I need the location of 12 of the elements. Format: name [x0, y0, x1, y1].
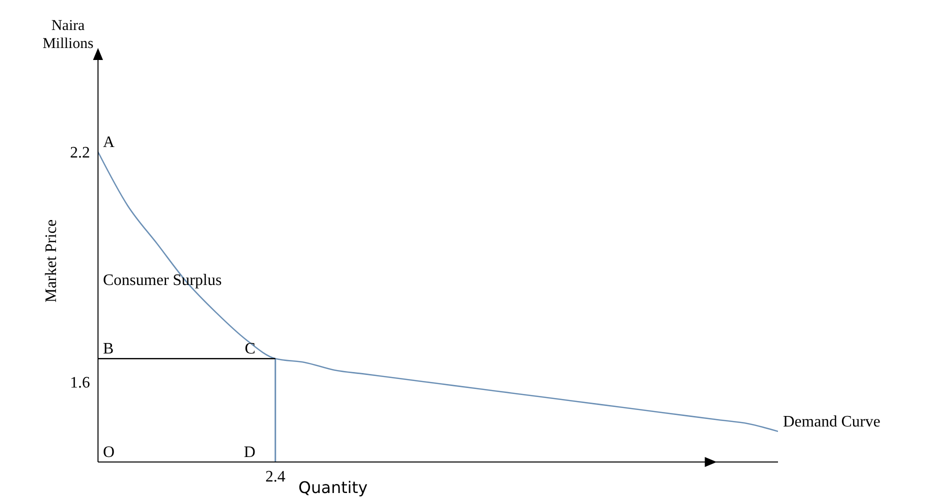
y-tick-label: 2.2 [70, 144, 90, 162]
annotation: O [103, 444, 115, 461]
y-tick-label: 1.6 [70, 374, 90, 392]
text: Naira Millions [42, 18, 94, 52]
annotation: A [103, 134, 115, 151]
x-axis-title: Quantity [298, 478, 368, 497]
y-axis-title: Market Price [43, 219, 60, 303]
annotation: B [103, 340, 114, 358]
annotation: D [244, 444, 256, 461]
x-tick-label: 2.4 [265, 468, 286, 486]
text: Demand Curve [783, 413, 880, 430]
annotation: C [244, 340, 256, 358]
